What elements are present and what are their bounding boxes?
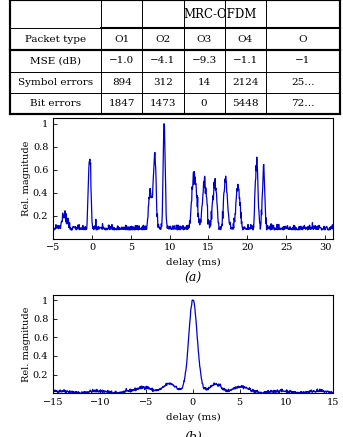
Text: 1847: 1847: [108, 99, 135, 108]
Text: 312: 312: [153, 78, 173, 87]
Text: 894: 894: [112, 78, 132, 87]
Text: −4.1: −4.1: [150, 56, 176, 65]
Text: Bit errors: Bit errors: [30, 99, 81, 108]
Text: −9.3: −9.3: [191, 56, 217, 65]
Text: Symbol errors: Symbol errors: [18, 78, 93, 87]
Text: −1: −1: [295, 56, 310, 65]
Text: O4: O4: [238, 35, 253, 44]
Text: 0: 0: [201, 99, 208, 108]
Text: 2124: 2124: [232, 78, 259, 87]
X-axis label: delay (ms): delay (ms): [166, 413, 220, 422]
Text: Packet type: Packet type: [25, 35, 86, 44]
Text: MRC-OFDM: MRC-OFDM: [184, 8, 257, 21]
Text: −1.0: −1.0: [109, 56, 134, 65]
Text: 72…: 72…: [291, 99, 315, 108]
Text: O1: O1: [114, 35, 129, 44]
Y-axis label: Rel. magnitude: Rel. magnitude: [22, 141, 32, 216]
Y-axis label: Rel. magnitude: Rel. magnitude: [22, 307, 32, 382]
Text: (a): (a): [184, 272, 202, 285]
Text: 1473: 1473: [150, 99, 176, 108]
Text: 5448: 5448: [232, 99, 259, 108]
Text: 25…: 25…: [291, 78, 315, 87]
Text: MSE (dB): MSE (dB): [30, 56, 81, 65]
Text: O2: O2: [155, 35, 170, 44]
Text: 14: 14: [198, 78, 211, 87]
Text: O3: O3: [197, 35, 212, 44]
X-axis label: delay (ms): delay (ms): [166, 258, 220, 267]
Text: −1.1: −1.1: [233, 56, 258, 65]
Text: O: O: [298, 35, 307, 44]
Text: (b): (b): [184, 430, 202, 437]
